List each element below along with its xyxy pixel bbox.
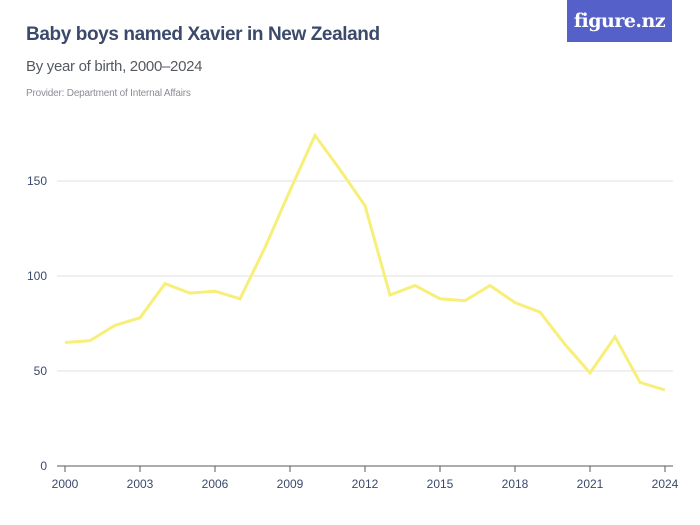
x-tick-label: 2024 (652, 477, 679, 491)
y-tick-label: 100 (27, 269, 47, 283)
x-tick-label: 2003 (127, 477, 154, 491)
data-provider: Provider: Department of Internal Affairs (26, 88, 191, 99)
x-tick-label: 2000 (52, 477, 79, 491)
x-tick-label: 2006 (202, 477, 229, 491)
x-axis-ticks: 2000 2003 2006 2009 2012 2015 2018 2021 2024 (52, 466, 679, 491)
x-tick-label: 2018 (502, 477, 529, 491)
y-axis-ticks: 0 50 100 150 (27, 174, 47, 473)
y-tick-label: 150 (27, 174, 47, 188)
chart-title: Baby boys named Xavier in New Zealand (26, 24, 380, 45)
x-tick-label: 2015 (427, 477, 454, 491)
gridlines (57, 180, 673, 372)
chart-subtitle: By year of birth, 2000–2024 (26, 58, 203, 75)
x-tick-label: 2012 (352, 477, 379, 491)
y-tick-label: 50 (34, 364, 48, 378)
x-tick-label: 2021 (577, 477, 604, 491)
x-tick-label: 2009 (277, 477, 304, 491)
figure-nz-logo[interactable]: figure.nz (567, 0, 672, 42)
y-tick-label: 0 (40, 459, 47, 473)
data-line-xavier (64, 132, 666, 392)
